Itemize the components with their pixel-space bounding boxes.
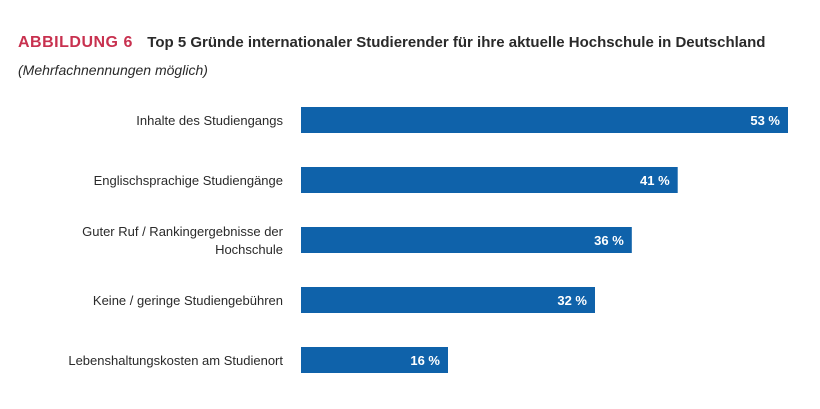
bar-5 bbox=[301, 347, 448, 373]
bar-1 bbox=[301, 107, 788, 133]
bar-value-label-1: 53 % bbox=[750, 113, 780, 128]
category-label-line: Lebenshaltungskosten am Studienort bbox=[68, 353, 283, 368]
category-label-5: Lebenshaltungskosten am Studienort bbox=[68, 353, 283, 368]
bar-value-label-5: 16 % bbox=[410, 353, 440, 368]
bar-2 bbox=[301, 167, 678, 193]
category-label-line: Inhalte des Studiengangs bbox=[136, 113, 283, 128]
category-label-1: Inhalte des Studiengangs bbox=[136, 113, 283, 128]
category-label-line: Englischsprachige Studiengänge bbox=[94, 173, 283, 188]
bar-3 bbox=[301, 227, 632, 253]
bar-4 bbox=[301, 287, 595, 313]
figure-header: ABBILDUNG 6 Top 5 Gründe internationaler… bbox=[18, 34, 765, 52]
figure-label: ABBILDUNG 6 bbox=[18, 34, 133, 51]
category-label-line: Keine / geringe Studiengebühren bbox=[93, 293, 283, 308]
bar-value-label-2: 41 % bbox=[640, 173, 670, 188]
category-label-line: Guter Ruf / Rankingergebnisse der bbox=[82, 224, 284, 239]
bar-value-label-3: 36 % bbox=[594, 233, 624, 248]
category-label-3: Guter Ruf / Rankingergebnisse der Hochsch… bbox=[82, 224, 284, 257]
category-label-line: Hochschule bbox=[215, 242, 283, 257]
figure-title: Top 5 Gründe internationaler Studierende… bbox=[147, 34, 766, 51]
figure-subtitle: (Mehrfachnennungen möglich) bbox=[18, 62, 208, 78]
category-label-4: Keine / geringe Studiengebühren bbox=[93, 293, 283, 308]
bar-value-label-4: 32 % bbox=[557, 293, 587, 308]
category-label-2: Englischsprachige Studiengänge bbox=[94, 173, 283, 188]
